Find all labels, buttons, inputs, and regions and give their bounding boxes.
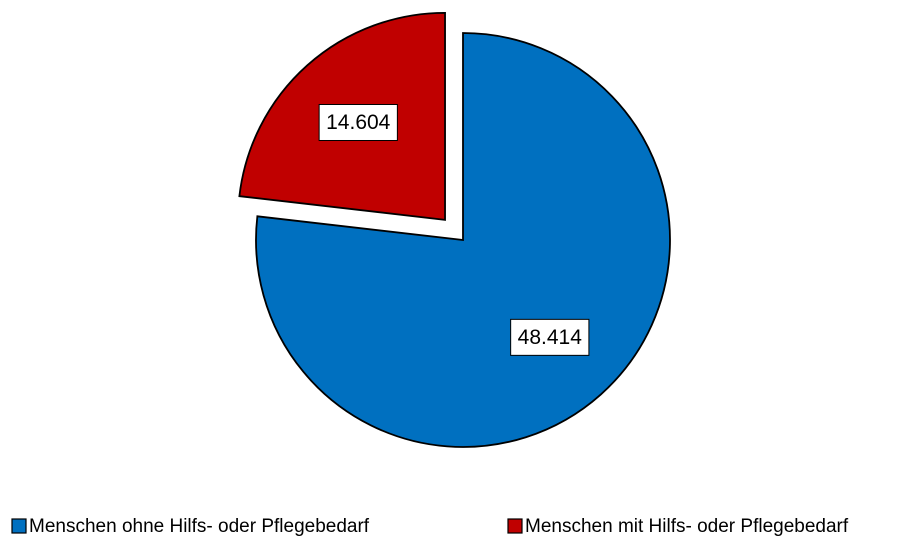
data-label: 48.414	[510, 318, 590, 356]
data-label-box	[510, 318, 590, 356]
legend-label: Menschen ohne Hilfs- oder Pflegebedarf	[29, 516, 370, 537]
legend-swatch	[507, 518, 523, 534]
legend-label: Menschen mit Hilfs- oder Pflegebedarf	[525, 516, 849, 537]
legend-swatch	[11, 518, 27, 534]
data-label-box	[318, 103, 398, 141]
data-label-text: 14.604	[326, 111, 391, 134]
data-label: 14.604	[318, 103, 398, 141]
data-label-text: 48.414	[518, 326, 583, 349]
